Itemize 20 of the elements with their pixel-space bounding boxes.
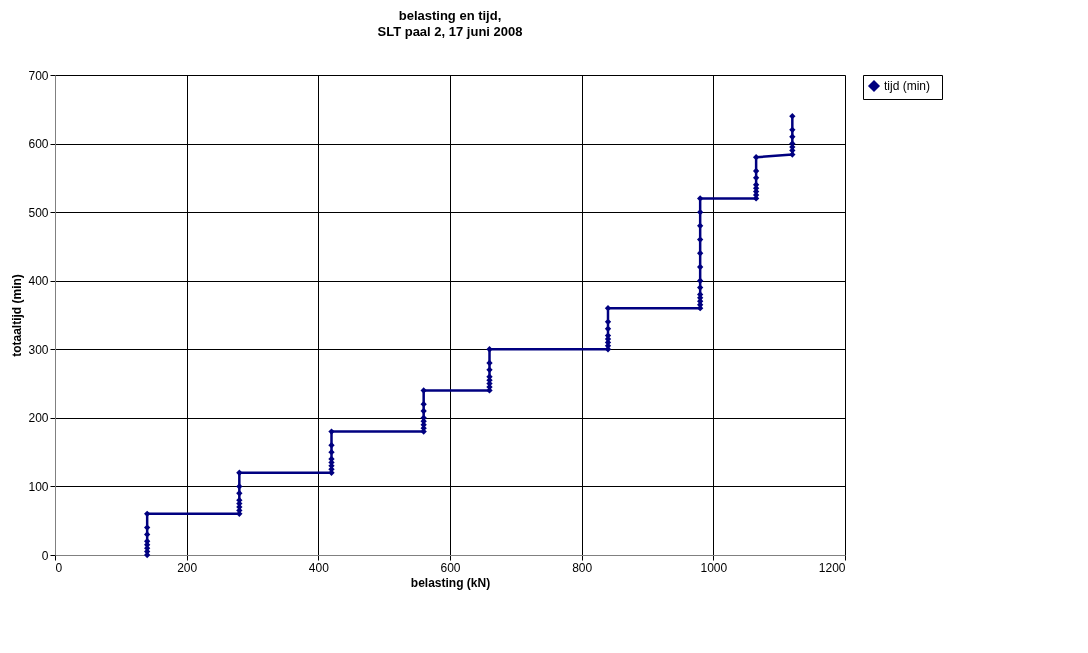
x-tick-label: 1000 xyxy=(700,560,728,575)
x-tick-label: 0 xyxy=(55,560,63,575)
y-tick-label: 700 xyxy=(28,68,49,83)
y-tick-label: 100 xyxy=(28,479,49,494)
chart-title: belasting en tijd, xyxy=(398,8,502,23)
x-tick-label: 800 xyxy=(572,560,593,575)
x-tick-label: 200 xyxy=(177,560,198,575)
y-tick-label: 600 xyxy=(28,137,49,152)
x-tick-label: 400 xyxy=(308,560,330,575)
x-tick-label: 600 xyxy=(440,560,461,575)
y-tick-label: 200 xyxy=(28,411,49,426)
x-tick-label: 1200 xyxy=(818,560,846,575)
legend-label: tijd (min) xyxy=(884,79,931,93)
y-tick-label: 300 xyxy=(28,342,49,357)
y-tick-label: 0 xyxy=(41,548,49,563)
x-axis-title: belasting (kN) xyxy=(410,575,491,590)
y-tick-label: 400 xyxy=(28,274,49,289)
y-tick-label: 500 xyxy=(28,205,49,220)
y-axis-title: totaaltijd (min) xyxy=(10,274,25,357)
chart-subtitle: SLT paal 2, 17 juni 2008 xyxy=(377,24,523,39)
